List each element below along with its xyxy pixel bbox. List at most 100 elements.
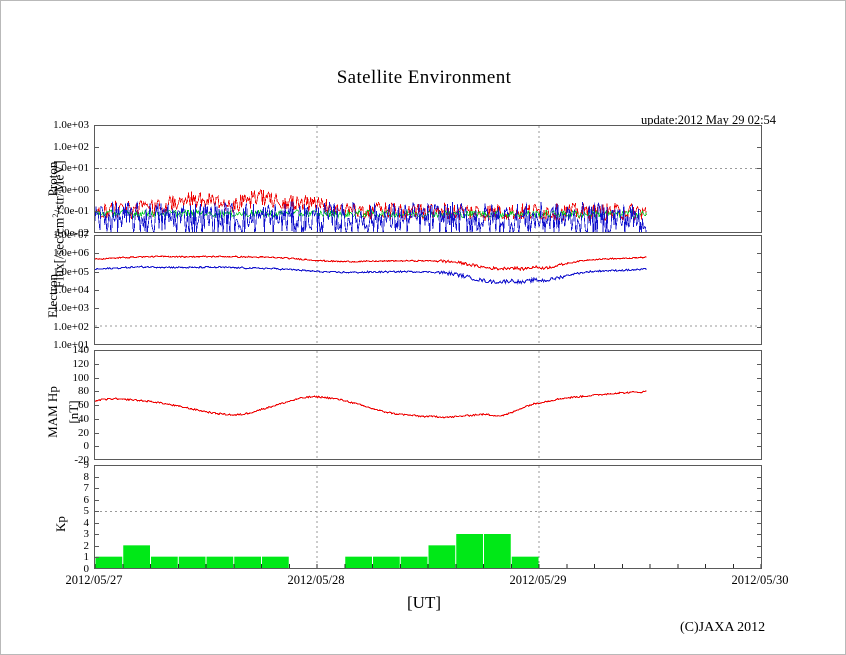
panel-proton <box>94 125 762 233</box>
y-tick-mark <box>94 511 99 513</box>
y-tick-label: 1.0e+06 <box>53 247 89 260</box>
panel-electron <box>94 235 762 345</box>
y-tick-mark <box>757 446 762 448</box>
y-tick-mark <box>94 391 99 393</box>
y-tick-label: 3 <box>83 528 90 541</box>
y-tick-mark <box>757 557 762 559</box>
y-tick-mark <box>94 432 99 434</box>
y-tick-label: 40 <box>78 412 89 425</box>
y-tick-label: 1.0e-01 <box>55 205 89 218</box>
y-tick-mark <box>757 189 762 191</box>
y-tick-mark <box>94 405 99 406</box>
y-tick-label: 1.0e+05 <box>53 265 89 278</box>
y-tick-mark <box>757 290 762 291</box>
y-tick-mark <box>757 326 762 328</box>
y-tick-label: 140 <box>72 344 90 356</box>
y-tick-label: 20 <box>78 426 89 439</box>
y-tick-label: 7 <box>83 482 90 495</box>
kp-bar <box>373 556 400 568</box>
y-tick-label: 100 <box>72 371 90 384</box>
y-tick-mark <box>757 211 762 213</box>
y-tick-mark <box>757 476 762 478</box>
y-tick-label: 1.0e+01 <box>53 339 89 351</box>
x-tick-label: 2012/05/29 <box>509 573 567 587</box>
y-tick-mark <box>94 557 99 559</box>
y-tick-label: 1.0e+00 <box>53 183 89 196</box>
y-tick-label: 9 <box>83 459 90 471</box>
y-tick-mark <box>94 146 99 148</box>
y-tick-mark <box>94 211 99 213</box>
y-tick-mark <box>757 499 762 501</box>
y-tick-mark <box>757 405 762 406</box>
y-tick-mark <box>94 377 99 379</box>
y-tick-label: 6 <box>83 493 90 506</box>
kp-bar <box>400 556 428 568</box>
y-tick-mark <box>757 253 762 255</box>
y-tick-label: 120 <box>72 357 90 370</box>
y-tick-label: 1.0e+02 <box>53 320 89 333</box>
y-tick-mark <box>757 488 762 490</box>
y-tick-label: 1 <box>83 551 90 564</box>
kp-bar <box>234 556 261 568</box>
page-title: Satellite Environment <box>336 67 512 88</box>
kp-bar <box>456 534 483 568</box>
y-tick-mark <box>94 446 99 448</box>
y-tick-mark <box>757 363 762 365</box>
y-tick-mark <box>94 326 99 328</box>
y-tick-mark <box>94 271 99 273</box>
y-tick-mark <box>757 308 762 310</box>
y-tick-mark <box>757 146 762 148</box>
kp-bar <box>123 545 150 568</box>
y-tick-label: 0 <box>83 563 90 575</box>
y-tick-label: 1.0e+04 <box>53 284 89 296</box>
x-tick-label: 2012/05/28 <box>287 573 345 587</box>
y-tick-label: 80 <box>78 385 89 398</box>
update-timestamp: update:2012 May 29 02:54 <box>641 113 777 127</box>
y-tick-mark <box>94 168 99 170</box>
x-axis-title: [UT] <box>407 593 441 612</box>
y-tick-label: 1.0e-02 <box>55 227 89 239</box>
y-tick-mark <box>94 308 99 310</box>
y-tick-mark <box>757 377 762 379</box>
y-tick-label: 60 <box>78 399 89 411</box>
copyright-notice: (C)JAXA 2012 <box>680 620 766 635</box>
y-tick-mark <box>757 271 762 273</box>
y-tick-label: 0 <box>83 440 90 453</box>
y-tick-mark <box>757 168 762 170</box>
y-tick-mark <box>94 476 99 478</box>
y-tick-label: 1.0e+01 <box>53 162 89 175</box>
y-tick-mark <box>94 253 99 255</box>
kp-bar <box>206 556 234 568</box>
y-tick-label: 8 <box>83 470 90 483</box>
y-tick-label: 1.0e+07 <box>53 229 89 241</box>
y-tick-label: 1.0e+02 <box>53 140 89 153</box>
y-tick-label: -20 <box>74 454 89 466</box>
x-tick-label: 2012/05/27 <box>65 573 123 587</box>
kp-bar <box>484 534 511 568</box>
kp-bar <box>95 556 123 568</box>
y-tick-mark <box>94 189 99 191</box>
y-tick-mark <box>94 499 99 501</box>
y-tick-mark <box>94 290 99 291</box>
y-tick-label: 1.0e+03 <box>53 302 89 315</box>
y-tick-label: 4 <box>83 516 90 529</box>
kp-bar <box>428 545 456 568</box>
y-tick-label: 2 <box>83 539 90 552</box>
y-tick-mark <box>94 418 99 420</box>
kp-bar <box>178 556 206 568</box>
y-tick-mark <box>94 363 99 365</box>
kp-bar <box>345 556 372 568</box>
y-tick-mark <box>94 522 99 524</box>
y-tick-mark <box>757 534 762 536</box>
kp-bar <box>262 556 289 568</box>
y-tick-mark <box>757 432 762 434</box>
y-tick-mark <box>757 511 762 513</box>
y-tick-mark <box>757 418 762 420</box>
panel-kp <box>94 465 762 569</box>
y-tick-mark <box>94 488 99 490</box>
x-tick-label: 2012/05/30 <box>731 573 789 587</box>
y-tick-label: 5 <box>83 505 90 518</box>
kp-bar <box>151 556 178 568</box>
panel-mam-hp <box>94 350 762 460</box>
